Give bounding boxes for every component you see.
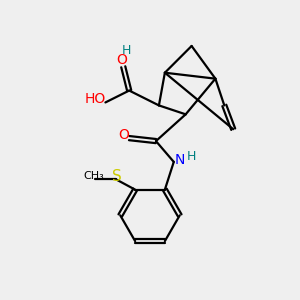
Text: N: N	[175, 152, 185, 167]
Text: CH₃: CH₃	[83, 171, 104, 181]
Text: H: H	[187, 150, 196, 163]
Text: HO: HO	[84, 92, 106, 106]
Text: O: O	[118, 128, 129, 142]
Text: H: H	[122, 44, 131, 57]
Text: O: O	[116, 53, 127, 67]
Text: S: S	[112, 169, 122, 184]
